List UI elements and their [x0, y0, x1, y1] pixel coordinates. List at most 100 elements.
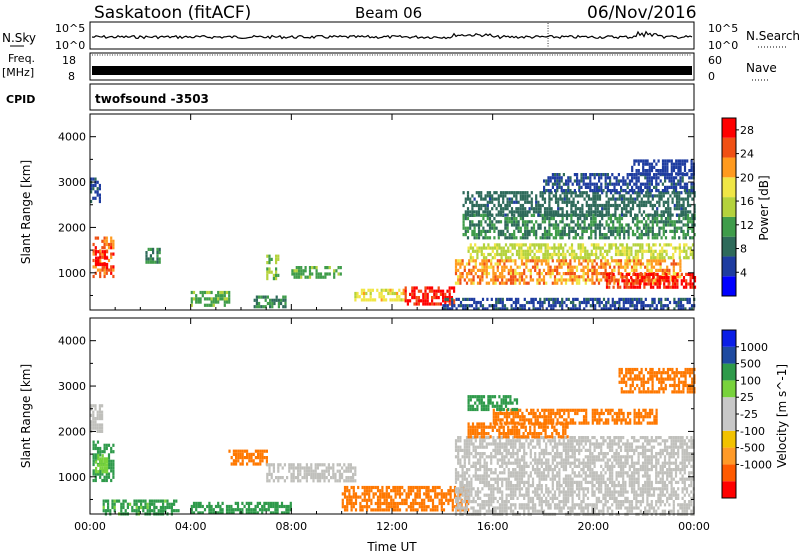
power-cell — [530, 207, 533, 211]
power-cell — [508, 220, 511, 224]
velocity-cell — [523, 509, 526, 513]
power-cell — [145, 254, 148, 258]
velocity-cell — [459, 436, 462, 440]
velocity-cell — [523, 471, 526, 475]
power-cell — [560, 259, 563, 263]
power-cell — [480, 194, 483, 198]
power-cell — [517, 300, 520, 305]
power-cell — [656, 194, 659, 198]
power-cell — [190, 297, 193, 301]
power-cell — [584, 249, 587, 253]
velocity-cell — [92, 410, 95, 414]
power-cell — [608, 279, 611, 283]
power-cell — [561, 200, 564, 204]
velocity-cell — [474, 493, 477, 497]
power-cell — [145, 251, 148, 255]
power-cell — [503, 268, 506, 272]
power-cell — [567, 182, 570, 186]
velocity-cell — [523, 458, 526, 462]
power-cell — [554, 236, 558, 240]
power-cell — [585, 226, 588, 230]
power-cell — [634, 217, 637, 221]
power-cell — [576, 173, 579, 177]
power-cell — [565, 197, 569, 201]
power-cell — [559, 194, 562, 198]
velocity-cell — [236, 504, 240, 509]
power-cell — [476, 252, 479, 257]
power-cell — [606, 176, 609, 180]
power-cell — [675, 159, 678, 163]
power-cell — [549, 265, 552, 269]
power-cell — [638, 272, 642, 276]
power-cell — [411, 296, 414, 300]
power-cell — [527, 281, 530, 285]
velocity-cell — [474, 500, 477, 504]
power-cell — [112, 242, 115, 247]
power-cell — [660, 213, 663, 217]
power-cell — [684, 197, 687, 201]
velocity-cell — [381, 508, 384, 512]
power-cell — [561, 210, 564, 214]
power-cell — [612, 194, 615, 198]
power-cell — [660, 236, 663, 240]
velocity-cell — [385, 505, 388, 509]
velocity-cell — [111, 505, 114, 510]
power-cell — [627, 300, 630, 305]
power-cell — [590, 243, 593, 247]
velocity-cell — [268, 466, 271, 470]
velocity-cell — [536, 464, 539, 468]
velocity-cell — [241, 452, 244, 456]
velocity-cell — [512, 487, 515, 491]
velocity-cell — [392, 485, 395, 490]
velocity-cell — [487, 487, 491, 491]
velocity-cell — [133, 509, 136, 513]
power-cell — [639, 172, 643, 176]
velocity-cell — [338, 472, 341, 476]
power-cell — [90, 183, 93, 188]
velocity-cell — [288, 463, 291, 467]
power-cell — [526, 197, 529, 201]
power-cell — [583, 300, 586, 305]
power-cell — [539, 226, 542, 230]
power-cell — [582, 272, 585, 276]
power-cell — [630, 276, 633, 280]
power-cell — [537, 200, 540, 204]
power-cell — [486, 236, 489, 240]
velocity-cell — [451, 501, 454, 506]
velocity-cell — [398, 489, 402, 493]
power-cell — [96, 190, 99, 194]
power-cell — [468, 259, 471, 263]
velocity-cell — [376, 508, 380, 512]
velocity-cell — [292, 479, 295, 483]
power-cell — [542, 275, 546, 279]
power-cell — [543, 197, 547, 201]
power-cell — [560, 265, 563, 269]
velocity-cell — [461, 468, 464, 472]
power-cell — [658, 282, 661, 286]
velocity-cell — [556, 480, 559, 484]
power-cell — [637, 179, 640, 183]
velocity-cell — [272, 463, 275, 467]
velocity-cell — [558, 493, 561, 497]
power-cell — [569, 300, 573, 305]
power-cell — [519, 197, 522, 201]
power-cell — [623, 200, 626, 204]
power-cell — [578, 259, 581, 263]
power-cell — [552, 307, 555, 311]
power-cell — [365, 291, 368, 296]
power-cell — [572, 210, 575, 214]
velocity-cell — [505, 503, 508, 507]
power-cell — [685, 282, 688, 286]
velocity-cell — [545, 448, 548, 452]
velocity-cell — [327, 463, 330, 467]
power-cell — [649, 229, 652, 233]
power-cell — [592, 210, 595, 214]
power-cell — [664, 172, 667, 176]
power-cell — [515, 207, 518, 211]
velocity-cell — [558, 487, 561, 491]
power-cell — [513, 243, 516, 247]
power-cell — [565, 182, 568, 186]
power-cell — [653, 217, 657, 221]
power-cell — [482, 243, 486, 247]
velocity-cell — [257, 456, 260, 460]
